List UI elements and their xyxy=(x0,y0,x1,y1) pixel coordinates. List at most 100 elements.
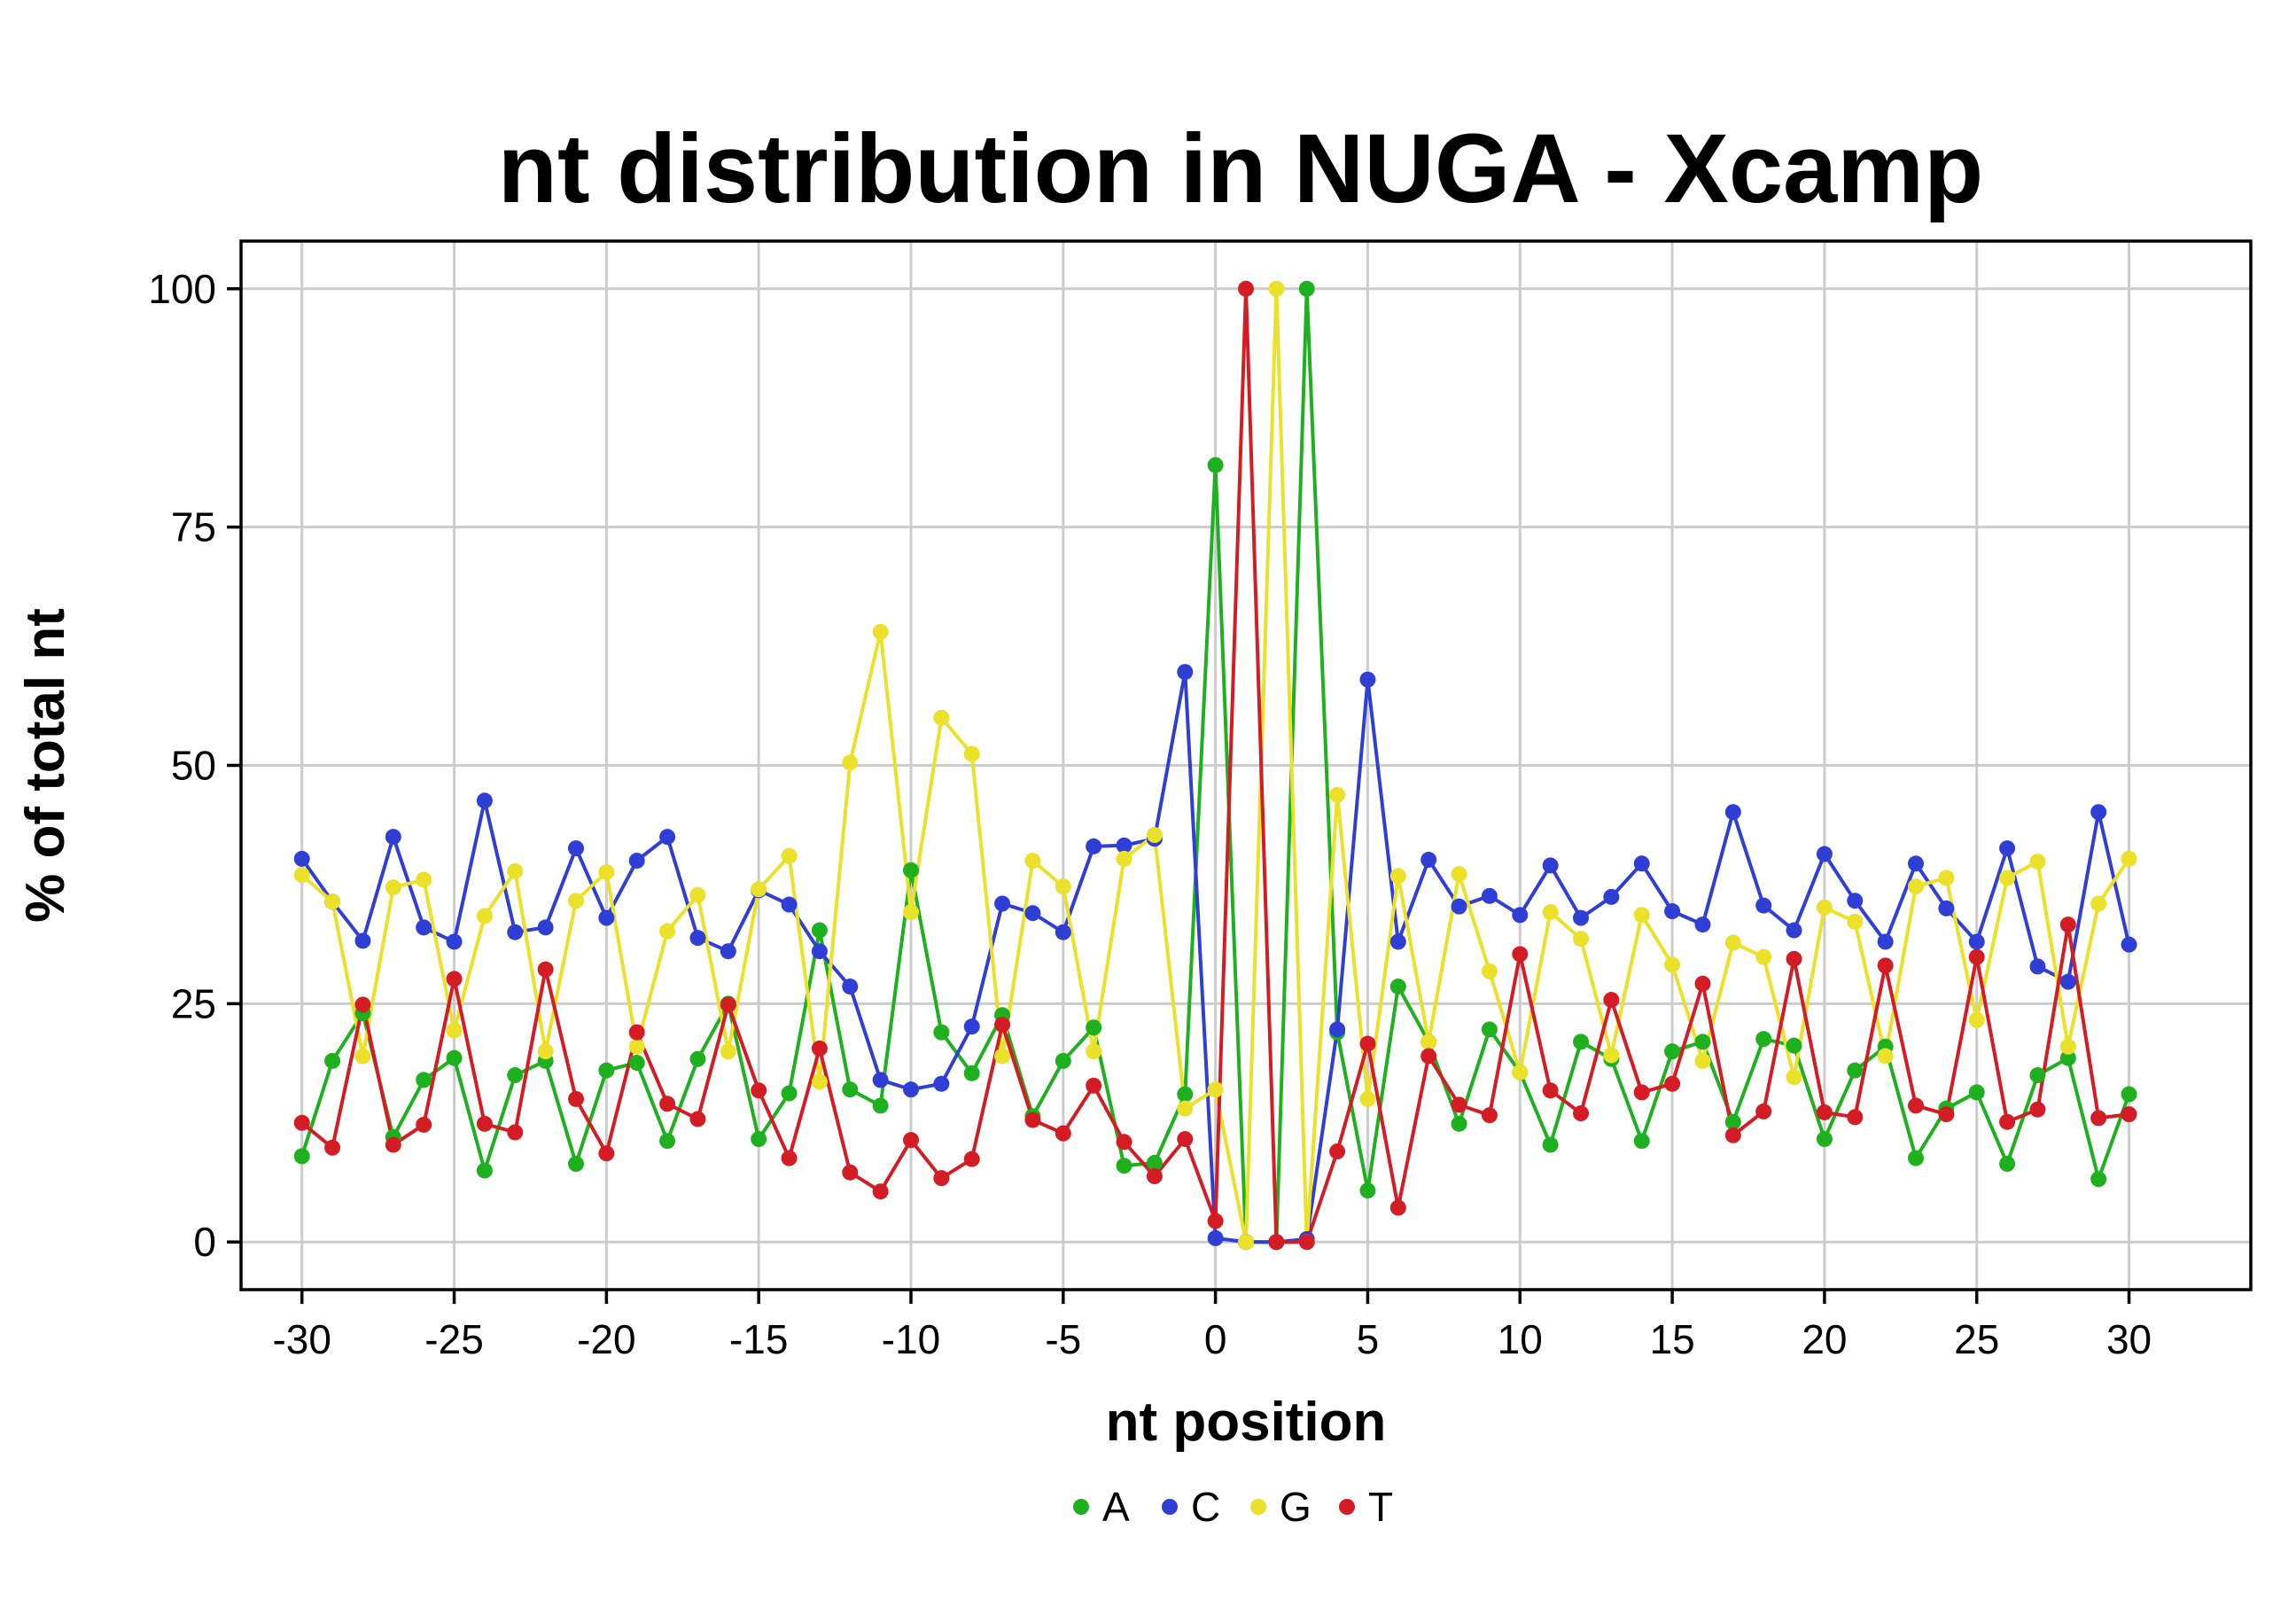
data-point-A xyxy=(933,1024,950,1041)
data-point-C xyxy=(1694,916,1711,933)
data-point-G xyxy=(2029,854,2046,870)
axes: -30 -25 -20 -15 -10 -5 0 5 10 15 20 25 30 0 25 50 75 100 xyxy=(148,266,2152,1362)
data-point-C xyxy=(903,1081,919,1098)
data-point-C xyxy=(1664,903,1681,920)
data-point-G xyxy=(963,745,980,762)
data-point-C xyxy=(2090,804,2107,821)
x-tick-label: 5 xyxy=(1357,1316,1380,1362)
data-point-T xyxy=(1451,1096,1467,1113)
data-point-A xyxy=(1999,1156,2016,1173)
data-point-C xyxy=(1329,1021,1346,1038)
data-point-C xyxy=(1816,846,1833,862)
x-tick-label: -5 xyxy=(1045,1316,1081,1362)
data-point-A xyxy=(2121,1086,2137,1103)
legend-item-A: A xyxy=(1073,1484,1130,1530)
data-point-C xyxy=(842,979,859,995)
data-point-C xyxy=(1086,838,1102,854)
data-point-G xyxy=(354,1048,371,1065)
data-point-C xyxy=(385,829,401,846)
data-point-T xyxy=(1238,280,1254,297)
data-point-A xyxy=(628,1055,645,1072)
data-point-C xyxy=(781,896,798,913)
data-point-C xyxy=(1968,933,1985,950)
data-point-G xyxy=(1573,931,1589,948)
data-point-C xyxy=(933,1075,950,1092)
data-point-T xyxy=(1633,1084,1650,1101)
data-point-G xyxy=(385,879,401,896)
legend-swatch-A xyxy=(1073,1499,1089,1515)
data-point-C xyxy=(598,909,615,926)
data-point-T xyxy=(1664,1075,1681,1092)
data-point-C xyxy=(1024,905,1041,922)
data-point-C xyxy=(1207,1229,1224,1246)
data-point-G xyxy=(1207,1081,1224,1098)
grid xyxy=(241,241,2251,1290)
data-point-A xyxy=(1573,1034,1589,1050)
data-point-C xyxy=(689,930,706,947)
y-tick-label: 25 xyxy=(171,980,216,1026)
data-point-C xyxy=(872,1072,889,1088)
data-point-G xyxy=(720,1043,736,1060)
data-point-T xyxy=(1603,992,1620,1009)
data-point-T xyxy=(507,1124,524,1141)
data-point-T xyxy=(1086,1077,1102,1094)
data-point-A xyxy=(781,1085,798,1102)
data-point-A xyxy=(2059,1049,2076,1066)
data-point-T xyxy=(1055,1125,1071,1142)
data-point-G xyxy=(659,923,676,940)
data-point-A xyxy=(1755,1031,1772,1048)
data-point-A xyxy=(507,1067,524,1084)
data-point-G xyxy=(476,908,493,924)
data-point-G xyxy=(994,1048,1011,1065)
legend-label-T: T xyxy=(1368,1484,1393,1530)
data-point-C xyxy=(416,919,432,936)
data-point-G xyxy=(1024,853,1041,870)
x-tick-label: -20 xyxy=(577,1316,635,1362)
data-point-G xyxy=(1847,913,1864,930)
data-point-T xyxy=(1786,950,1802,967)
data-point-G xyxy=(1359,1090,1376,1107)
data-point-G xyxy=(1238,1234,1254,1251)
data-point-C xyxy=(659,829,676,846)
data-point-C xyxy=(1877,933,1894,950)
data-point-C xyxy=(628,853,645,870)
data-point-C xyxy=(1603,888,1620,905)
legend-label-G: G xyxy=(1280,1484,1311,1530)
data-point-T xyxy=(1542,1082,1559,1099)
data-point-G xyxy=(2121,850,2137,867)
data-point-T xyxy=(476,1115,493,1132)
data-point-A xyxy=(1664,1043,1681,1060)
data-point-C xyxy=(994,895,1011,912)
data-point-C xyxy=(720,943,736,960)
data-point-G xyxy=(1116,850,1132,867)
data-point-G xyxy=(507,862,524,879)
data-point-C xyxy=(1177,664,1194,681)
data-point-T xyxy=(1908,1097,1924,1114)
x-tick-label: 30 xyxy=(2106,1316,2152,1362)
data-point-G xyxy=(416,871,432,888)
data-point-A xyxy=(872,1097,889,1114)
data-point-G xyxy=(1268,280,1285,297)
y-tick-label: 75 xyxy=(171,504,216,550)
data-point-A xyxy=(1298,280,1315,297)
data-point-C xyxy=(293,850,310,867)
data-point-G xyxy=(628,1038,645,1055)
data-point-C xyxy=(1542,857,1559,874)
x-tick-label: 20 xyxy=(1802,1316,1847,1362)
data-point-C xyxy=(537,919,554,936)
data-point-T xyxy=(1847,1109,1864,1126)
data-point-G xyxy=(324,893,341,910)
data-point-G xyxy=(1512,1064,1529,1080)
data-point-C xyxy=(1512,907,1529,924)
data-point-T xyxy=(1877,957,1894,974)
x-tick-label: 25 xyxy=(1954,1316,1999,1362)
data-point-T xyxy=(1329,1143,1346,1160)
data-point-A xyxy=(1451,1115,1467,1132)
data-point-A xyxy=(1481,1021,1498,1038)
data-point-T xyxy=(1938,1106,1955,1123)
data-point-A xyxy=(1207,456,1224,473)
data-point-T xyxy=(1694,975,1711,992)
data-point-A xyxy=(963,1065,980,1081)
